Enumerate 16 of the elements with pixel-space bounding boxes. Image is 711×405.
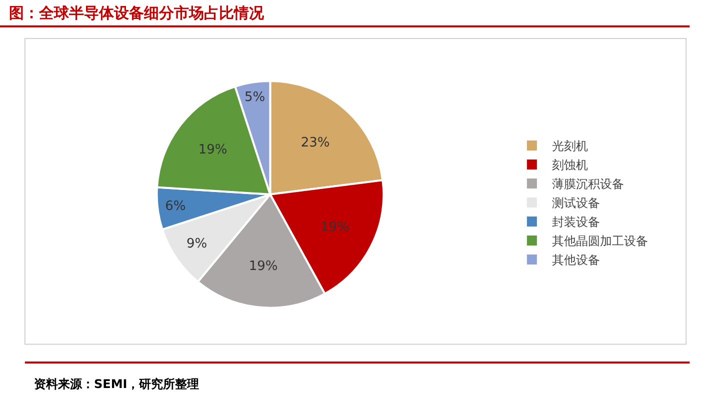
legend-label: 其他设备 — [552, 253, 600, 268]
data-label: 23% — [300, 136, 330, 151]
legend-label: 封装设备 — [552, 215, 600, 230]
data-label: 19% — [198, 142, 228, 158]
legend-label: 其他晶圆加工设备 — [552, 234, 648, 248]
data-label: 19% — [248, 259, 278, 274]
chart-title: 图：全球半导体设备细分市场占比情况 — [9, 4, 265, 22]
data-label: 19% — [320, 220, 350, 235]
legend-label: 薄膜沉积设备 — [552, 177, 624, 192]
data-label: 6% — [165, 198, 186, 214]
data-label: 5% — [244, 90, 266, 106]
legend-label: 光刻机 — [552, 139, 588, 154]
text: 资料来源：SEMI，研究所整理 — [34, 377, 200, 391]
legend-label: 测试设备 — [552, 196, 600, 210]
legend-label: 刻蚀机 — [552, 158, 588, 172]
data-label: 9% — [186, 236, 208, 252]
